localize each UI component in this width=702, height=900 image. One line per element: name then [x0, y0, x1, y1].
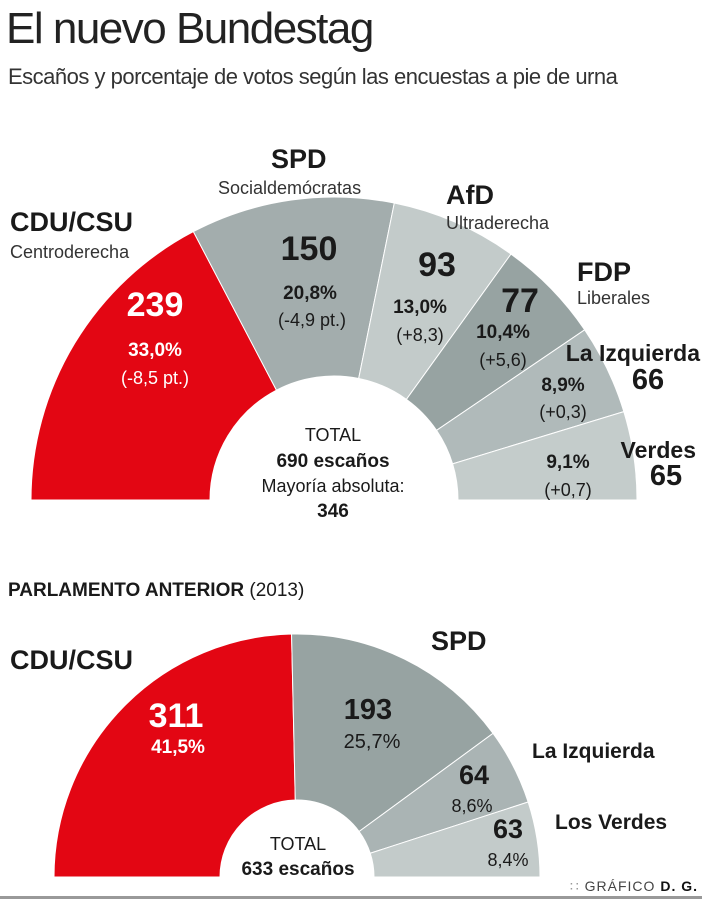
prev-total-seats: 633 escaños — [241, 859, 355, 880]
section-year: (2013) — [249, 580, 305, 601]
bottom-rule — [0, 896, 702, 899]
afd-change: (+8,3) — [396, 325, 444, 345]
dots-icon: ∷ — [569, 878, 580, 894]
spd-seats: 150 — [280, 230, 338, 268]
prev-spd-seats: 193 — [343, 694, 393, 726]
prev-cdu-seats: 311 — [148, 697, 204, 735]
prev-linke-pct: 8,6% — [451, 796, 493, 816]
fdp-name: FDP — [577, 257, 631, 287]
fdp-change: (+5,6) — [479, 350, 527, 370]
seat-segment-0-5 — [451, 411, 638, 501]
fdp-pct: 10,4% — [476, 322, 530, 343]
cdu-pct: 33,0% — [128, 340, 182, 361]
spd-name: SPD — [271, 144, 327, 174]
afd-name: AfD — [446, 180, 494, 210]
section-title: PARLAMENTO ANTERIOR — [8, 580, 245, 601]
spd-pct: 20,8% — [283, 283, 337, 304]
fdp-desc: Liberales — [577, 288, 651, 308]
seat-segment-1-0 — [53, 633, 296, 878]
seat-segment-1-3 — [369, 801, 541, 878]
prev-verdes-seats: 63 — [492, 814, 524, 844]
majority-label: Mayoría absoluta: — [261, 476, 405, 496]
page-subtitle: Escaños y porcentaje de votos según las … — [8, 64, 618, 89]
linke-seats: 66 — [631, 364, 665, 396]
credit-name: D. G. — [660, 878, 698, 894]
prev-spd-name: SPD — [431, 626, 487, 656]
spd-desc: Socialdemócratas — [218, 178, 362, 198]
afd-pct: 13,0% — [393, 297, 447, 318]
cdu-name: CDU/CSU — [10, 207, 134, 237]
verdes-name: Verdes — [620, 437, 696, 463]
prev-total-label: TOTAL — [269, 834, 327, 854]
seat-segment-1-1 — [291, 633, 494, 833]
prev-cdu-name: CDU/CSU — [10, 645, 134, 675]
seat-segment-0-0 — [30, 230, 278, 501]
cdu-seats: 239 — [126, 286, 184, 324]
prev-linke-name: La Izquierda — [532, 740, 655, 763]
total-seats: 690 escaños — [276, 451, 390, 472]
linke-pct: 8,9% — [541, 375, 585, 396]
majority-value: 346 — [317, 501, 349, 522]
afd-desc: Ultraderecha — [446, 213, 550, 233]
credit: ∷ GRÁFICO D. G. — [570, 878, 698, 895]
prev-verdes-name: Los Verdes — [555, 811, 668, 834]
prev-linke-seats: 64 — [458, 760, 490, 790]
spd-change: (-4,9 pt.) — [277, 310, 347, 330]
prev-spd-pct: 25,7% — [343, 731, 401, 753]
cdu-change: (-8,5 pt.) — [120, 368, 190, 388]
seat-segment-0-1 — [192, 196, 395, 391]
total-label: TOTAL — [304, 425, 362, 445]
afd-seats: 93 — [418, 246, 456, 284]
cdu-desc: Centroderecha — [10, 242, 130, 262]
fdp-seats: 77 — [501, 282, 539, 320]
page-title: El nuevo Bundestag — [6, 4, 374, 53]
verdes-pct: 9,1% — [546, 452, 590, 473]
linke-name: La Izquierda — [565, 340, 700, 366]
prev-cdu-pct: 41,5% — [151, 737, 205, 758]
linke-change: (+0,3) — [539, 402, 587, 422]
prev-verdes-pct: 8,4% — [487, 850, 529, 870]
credit-prefix: GRÁFICO — [584, 878, 656, 894]
section-heading: PARLAMENTO ANTERIOR (2013) — [8, 580, 304, 602]
verdes-seats: 65 — [649, 460, 683, 492]
verdes-change: (+0,7) — [544, 480, 592, 500]
